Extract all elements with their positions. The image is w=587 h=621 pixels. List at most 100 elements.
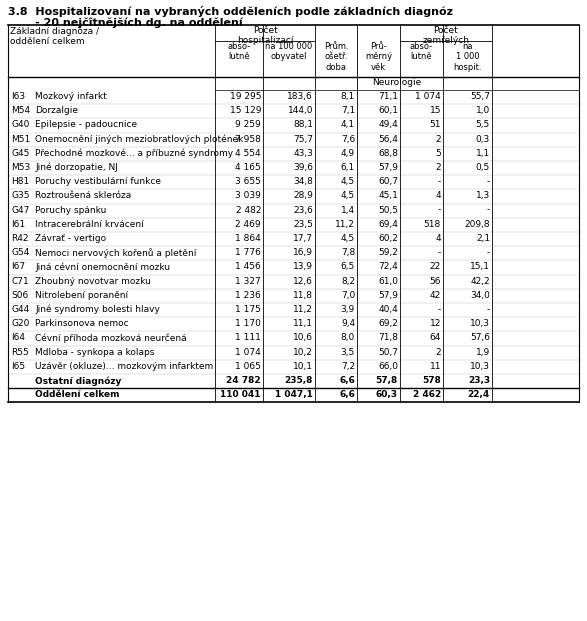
Text: 60,7: 60,7 [378, 177, 398, 186]
Text: Dorzalgie: Dorzalgie [35, 106, 78, 116]
Text: 12,6: 12,6 [293, 276, 313, 286]
Text: 7 958: 7 958 [235, 135, 261, 143]
Text: 34,0: 34,0 [470, 291, 490, 300]
Text: 5,5: 5,5 [475, 120, 490, 129]
Text: 1 065: 1 065 [235, 362, 261, 371]
Text: 57,6: 57,6 [470, 333, 490, 342]
Text: 3 655: 3 655 [235, 177, 261, 186]
Text: Základní diagnóza /
oddělení celkem: Základní diagnóza / oddělení celkem [10, 26, 99, 46]
Text: 8,2: 8,2 [341, 276, 355, 286]
Text: M54: M54 [11, 106, 30, 116]
Text: S06: S06 [11, 291, 28, 300]
Text: M53: M53 [11, 163, 31, 172]
Text: 8,1: 8,1 [340, 92, 355, 101]
Text: 2: 2 [436, 135, 441, 143]
Text: 3.8  Hospitalizovaní na vybraných odděleních podle základních diagnóz: 3.8 Hospitalizovaní na vybraných oddělen… [8, 6, 453, 17]
Text: R42: R42 [11, 234, 29, 243]
Text: 235,8: 235,8 [285, 376, 313, 385]
Text: 24 782: 24 782 [227, 376, 261, 385]
Text: 56: 56 [430, 276, 441, 286]
Text: G20: G20 [11, 319, 29, 329]
Text: 34,8: 34,8 [293, 177, 313, 186]
Text: 10,3: 10,3 [470, 362, 490, 371]
Text: 64: 64 [430, 333, 441, 342]
Text: Počet
hospitalizací: Počet hospitalizací [237, 26, 294, 45]
Text: M51: M51 [11, 135, 31, 143]
Text: 75,7: 75,7 [293, 135, 313, 143]
Text: 1,3: 1,3 [475, 191, 490, 201]
Text: 50,7: 50,7 [378, 348, 398, 356]
Text: Zhoubný novotvar mozku: Zhoubný novotvar mozku [35, 276, 151, 286]
Text: I63: I63 [11, 92, 25, 101]
Text: Jiné syndromy bolesti hlavy: Jiné syndromy bolesti hlavy [35, 305, 160, 314]
Text: 2 469: 2 469 [235, 220, 261, 229]
Text: 11: 11 [430, 362, 441, 371]
Text: -: - [487, 177, 490, 186]
Text: 1 456: 1 456 [235, 263, 261, 271]
Text: 1 776: 1 776 [235, 248, 261, 257]
Text: abso-
lutně: abso- lutně [410, 42, 433, 61]
Text: 6,5: 6,5 [340, 263, 355, 271]
Text: 1,9: 1,9 [475, 348, 490, 356]
Text: 1 170: 1 170 [235, 319, 261, 329]
Text: 6,1: 6,1 [340, 163, 355, 172]
Text: 12: 12 [430, 319, 441, 329]
Text: -: - [487, 206, 490, 215]
Text: 50,5: 50,5 [378, 206, 398, 215]
Text: R55: R55 [11, 348, 29, 356]
Text: 2: 2 [436, 163, 441, 172]
Text: Prů-
měrný
věk: Prů- měrný věk [365, 42, 392, 72]
Text: 72,4: 72,4 [378, 263, 398, 271]
Text: 23,6: 23,6 [293, 206, 313, 215]
Text: I65: I65 [11, 362, 25, 371]
Text: 16,9: 16,9 [293, 248, 313, 257]
Text: 88,1: 88,1 [293, 120, 313, 129]
Text: 2: 2 [436, 348, 441, 356]
Text: 15 129: 15 129 [230, 106, 261, 116]
Text: Epilepsie - padoucnice: Epilepsie - padoucnice [35, 120, 137, 129]
Text: 10,3: 10,3 [470, 319, 490, 329]
Text: 4,5: 4,5 [341, 234, 355, 243]
Text: 66,0: 66,0 [378, 362, 398, 371]
Text: Počet
zemřelých: Počet zemřelých [423, 26, 470, 45]
Text: 45,1: 45,1 [378, 191, 398, 201]
Text: C71: C71 [11, 276, 29, 286]
Text: na 100 000
obyvatel: na 100 000 obyvatel [265, 42, 313, 61]
Text: G45: G45 [11, 149, 29, 158]
Text: 1 074: 1 074 [235, 348, 261, 356]
Text: 57,8: 57,8 [376, 376, 398, 385]
Text: Nemoci nervových kořenů a pletění: Nemoci nervových kořenů a pletění [35, 248, 197, 258]
Text: 13,9: 13,9 [293, 263, 313, 271]
Text: 4: 4 [436, 234, 441, 243]
Text: Uzávěr (okluze)... mozkovým infarktem: Uzávěr (okluze)... mozkovým infarktem [35, 362, 213, 371]
Text: 3 039: 3 039 [235, 191, 261, 201]
Text: 110 041: 110 041 [221, 390, 261, 399]
Text: Oddělení celkem: Oddělení celkem [35, 390, 120, 399]
Text: -: - [438, 206, 441, 215]
Text: 71,8: 71,8 [378, 333, 398, 342]
Text: 42,2: 42,2 [470, 276, 490, 286]
Text: Nitrolebení poranění: Nitrolebení poranění [35, 291, 128, 300]
Text: 0,5: 0,5 [475, 163, 490, 172]
Text: Jiné dorzopatie, NJ: Jiné dorzopatie, NJ [35, 163, 118, 173]
Text: 1 864: 1 864 [235, 234, 261, 243]
Text: G44: G44 [11, 305, 29, 314]
Text: G54: G54 [11, 248, 29, 257]
Text: 51: 51 [430, 120, 441, 129]
Text: 7,0: 7,0 [340, 291, 355, 300]
Text: 15,1: 15,1 [470, 263, 490, 271]
Text: -: - [438, 248, 441, 257]
Text: 10,2: 10,2 [293, 348, 313, 356]
Text: abso-
lutně: abso- lutně [227, 42, 251, 61]
Text: Roztroušená skleróza: Roztroušená skleróza [35, 191, 131, 201]
Text: 2 482: 2 482 [235, 206, 261, 215]
Text: 209,8: 209,8 [464, 220, 490, 229]
Text: 518: 518 [424, 220, 441, 229]
Text: 28,9: 28,9 [293, 191, 313, 201]
Text: 8,0: 8,0 [340, 333, 355, 342]
Text: 59,2: 59,2 [378, 248, 398, 257]
Text: 9 259: 9 259 [235, 120, 261, 129]
Text: 6,6: 6,6 [339, 376, 355, 385]
Text: 1 175: 1 175 [235, 305, 261, 314]
Text: Jiná cévní onemocnění mozku: Jiná cévní onemocnění mozku [35, 263, 170, 272]
